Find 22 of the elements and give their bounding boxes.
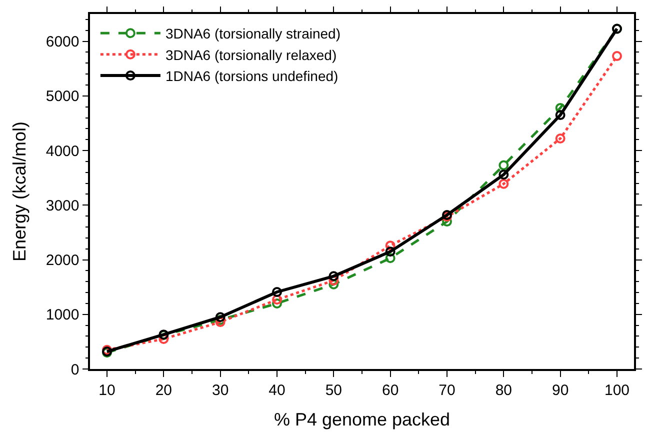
y-tick-label: 4000 — [46, 142, 80, 160]
x-tick-label: 30 — [212, 382, 229, 399]
y-tick-label: 6000 — [46, 34, 80, 51]
x-tick-label: 40 — [268, 382, 286, 399]
x-tick-label: 20 — [155, 382, 172, 399]
legend-label: 3DNA6 (torsionally strained) — [165, 26, 341, 42]
x-tick-label: 90 — [552, 382, 569, 399]
y-tick-label: 2000 — [46, 252, 80, 270]
y-tick-label: 0 — [70, 361, 80, 378]
x-tick-label: 10 — [98, 382, 116, 399]
x-tick-label: 50 — [325, 382, 342, 399]
x-tick-label: 100 — [604, 382, 630, 399]
x-tick-label: 60 — [382, 382, 399, 399]
y-tick-label: 3000 — [46, 197, 80, 214]
y-tick-label: 1000 — [46, 306, 80, 324]
legend-label: 3DNA6 (torsionally relaxed) — [165, 46, 337, 63]
x-axis-title: % P4 genome packed — [274, 409, 450, 430]
legend-label: 1DNA6 (torsions undefined) — [165, 68, 338, 84]
y-axis-title: Energy (kcal/mol) — [10, 121, 30, 262]
y-tick-label: 5000 — [46, 88, 80, 106]
x-tick-label: 70 — [438, 382, 456, 399]
x-tick-label: 80 — [495, 382, 512, 399]
